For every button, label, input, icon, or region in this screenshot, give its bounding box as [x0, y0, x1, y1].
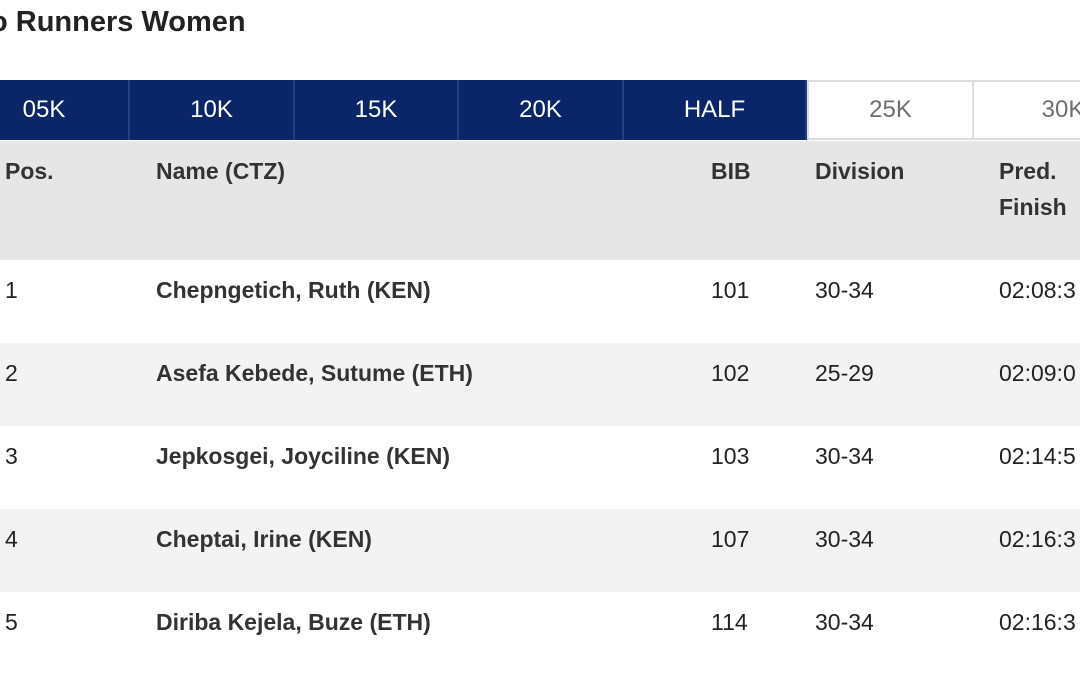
split-tabs: 05K 10K 15K 20K HALF 25K 30K [0, 80, 1080, 140]
cell-name[interactable]: Jepkosgei, Joyciline (KEN) [156, 443, 450, 469]
cell-bib: 101 [711, 277, 750, 303]
cell-bib: 114 [711, 609, 748, 635]
table-row[interactable]: 3 Jepkosgei, Joyciline (KEN) 103 30-34 0… [0, 426, 1080, 509]
tab-10k[interactable]: 10K [130, 80, 295, 140]
results-table: Pos. Name (CTZ) BIB Division Pred. Finis… [0, 141, 1080, 675]
cell-name[interactable]: Asefa Kebede, Sutume (ETH) [156, 360, 473, 386]
header-pos[interactable]: Pos. [5, 158, 54, 184]
tab-15k[interactable]: 15K [295, 80, 459, 140]
cell-pred-finish: 02:16:3 [999, 526, 1076, 552]
header-bib[interactable]: BIB [711, 158, 751, 184]
cell-name[interactable]: Diriba Kejela, Buze (ETH) [156, 609, 431, 635]
table-row[interactable]: 5 Diriba Kejela, Buze (ETH) 114 30-34 02… [0, 592, 1080, 675]
cell-pos: 1 [5, 277, 18, 303]
header-name[interactable]: Name (CTZ) [156, 158, 286, 184]
cell-pos: 3 [5, 443, 18, 469]
tab-half[interactable]: HALF [624, 80, 807, 140]
cell-pos: 2 [5, 360, 18, 386]
cell-division: 25-29 [815, 360, 874, 386]
table-row[interactable]: 2 Asefa Kebede, Sutume (ETH) 102 25-29 0… [0, 343, 1080, 426]
cell-pred-finish: 02:14:5 [999, 443, 1076, 469]
cell-bib: 107 [711, 526, 750, 552]
cell-name[interactable]: Cheptai, Irine (KEN) [156, 526, 372, 552]
cell-bib: 102 [711, 360, 750, 386]
page-title: o Runners Women [0, 6, 246, 38]
cell-pred-finish: 02:09:0 [999, 360, 1076, 386]
cell-division: 30-34 [815, 277, 874, 303]
cell-division: 30-34 [815, 443, 874, 469]
tab-30k[interactable]: 30K [972, 80, 1080, 140]
cell-pred-finish: 02:08:3 [999, 277, 1076, 303]
tab-20k[interactable]: 20K [459, 80, 624, 140]
table-header: Pos. Name (CTZ) BIB Division Pred. Finis… [0, 141, 1080, 260]
cell-pos: 4 [5, 526, 18, 552]
header-pred-finish[interactable]: Pred. Finish [999, 158, 1067, 220]
table-row[interactable]: 1 Chepngetich, Ruth (KEN) 101 30-34 02:0… [0, 260, 1080, 343]
header-division[interactable]: Division [815, 158, 905, 184]
tab-25k[interactable]: 25K [807, 80, 972, 140]
cell-pred-finish: 02:16:3 [999, 609, 1076, 635]
cell-division: 30-34 [815, 609, 874, 635]
cell-bib: 103 [711, 443, 750, 469]
tab-05k[interactable]: 05K [0, 80, 130, 140]
cell-division: 30-34 [815, 526, 874, 552]
cell-pos: 5 [5, 609, 18, 635]
cell-name[interactable]: Chepngetich, Ruth (KEN) [156, 277, 431, 303]
table-row[interactable]: 4 Cheptai, Irine (KEN) 107 30-34 02:16:3 [0, 509, 1080, 592]
